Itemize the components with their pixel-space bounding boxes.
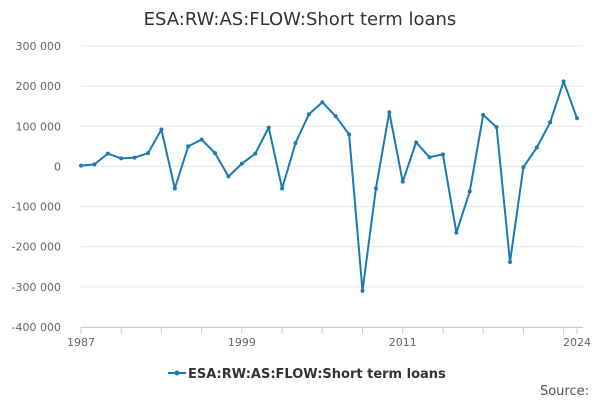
data-point[interactable] [494,125,499,130]
data-point[interactable] [320,100,325,105]
data-point[interactable] [266,125,271,130]
data-point[interactable] [521,165,526,170]
data-point[interactable] [159,127,164,132]
data-point[interactable] [79,163,83,168]
data-point[interactable] [186,144,191,149]
x-tick-label: 2024 [563,336,591,349]
data-point[interactable] [414,140,419,145]
series-line [80,80,578,292]
data-point[interactable] [507,259,512,264]
data-point[interactable] [280,186,285,191]
y-tick-label: -400 000 [12,321,61,334]
y-tick-label: -100 000 [12,201,61,214]
data-point[interactable] [427,155,432,160]
data-point[interactable] [253,151,258,156]
y-axis: 300 000 200 000 100 000 0 -100 000 -200 000 -3… [12,40,61,334]
data-point[interactable] [105,151,110,156]
data-point[interactable] [347,132,352,137]
legend-marker [174,370,180,376]
data-point[interactable] [561,79,566,84]
data-point[interactable] [360,288,365,293]
x-axis: 1987 1999 2011 2024 [67,327,591,349]
data-point[interactable] [293,141,298,146]
y-tick-label: 100 000 [16,120,62,133]
y-tick-label: 200 000 [16,80,62,93]
data-point[interactable] [213,151,218,156]
x-tick-label: 1987 [67,336,95,349]
legend[interactable]: ESA:RW:AS:FLOW:Short term loans [168,367,446,382]
data-point[interactable] [534,145,539,150]
series-layer [79,79,579,293]
y-tick-label: -200 000 [12,241,61,254]
legend-label: ESA:RW:AS:FLOW:Short term loans [188,367,446,382]
gridlines [81,45,583,328]
data-point[interactable] [454,230,459,235]
data-point[interactable] [226,174,231,179]
source-label: Source: [540,384,589,399]
data-point[interactable] [575,116,579,121]
y-tick-label: 300 000 [16,40,62,53]
data-point[interactable] [440,152,445,157]
data-point[interactable] [239,161,244,166]
data-point[interactable] [373,186,378,191]
data-point[interactable] [172,186,177,191]
data-point[interactable] [146,151,151,156]
data-point[interactable] [132,155,137,160]
data-point[interactable] [306,112,311,117]
y-tick-label: -300 000 [12,281,61,294]
y-tick-label: 0 [54,160,61,173]
data-point[interactable] [199,137,204,142]
data-point[interactable] [548,120,553,125]
data-point[interactable] [333,114,338,119]
data-point[interactable] [119,156,124,161]
data-point[interactable] [481,113,486,118]
data-point[interactable] [92,162,97,167]
data-point[interactable] [387,110,392,115]
chart-title: ESA:RW:AS:FLOW:Short term loans [144,9,457,30]
x-tick-label: 2011 [389,336,417,349]
data-point[interactable] [467,189,472,194]
x-tick-label: 1999 [228,336,256,349]
data-point[interactable] [400,179,405,184]
